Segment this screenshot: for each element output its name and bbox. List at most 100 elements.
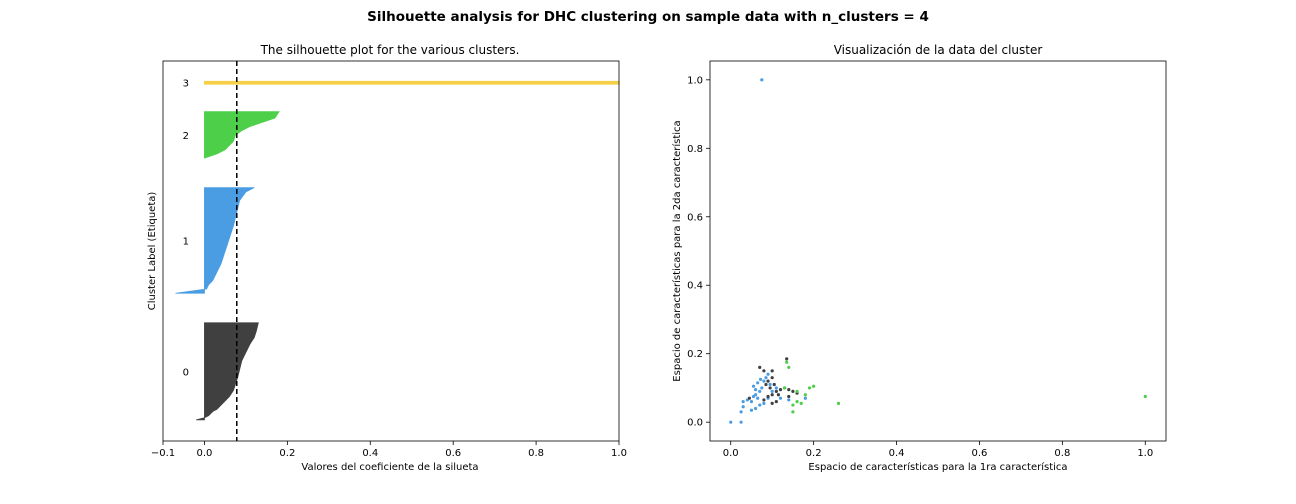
cluster-label-2: 2 — [183, 131, 189, 142]
scatter-point — [774, 389, 778, 393]
scatter-point — [783, 386, 787, 390]
scatter-point — [762, 369, 766, 373]
scatter-point — [785, 360, 789, 364]
silhouette-x-ticks: −0.1 0.0 0.2 0.4 0.6 0.8 1.0 — [151, 441, 627, 459]
scatter-point — [791, 403, 795, 407]
scatter-point — [760, 386, 764, 390]
scatter-title: Visualización de la data del cluster — [834, 43, 1043, 57]
scatter-point — [1143, 394, 1147, 399]
x-tick-label: 0.8 — [1054, 448, 1070, 459]
scatter-point — [770, 393, 774, 397]
y-tick-label: 0.2 — [687, 349, 703, 360]
scatter-point — [778, 396, 783, 400]
scatter-xlabel: Espacio de características para la 1ra c… — [808, 461, 1067, 473]
cluster-labels: 0 1 2 3 — [183, 79, 189, 379]
cluster-0-silhouette — [196, 322, 259, 421]
scatter-point — [795, 389, 799, 393]
x-tick-label: 0.0 — [197, 448, 213, 459]
scatter-point — [787, 394, 791, 399]
scatter-point — [770, 401, 774, 405]
cluster-3-silhouette — [204, 80, 620, 85]
y-tick-label: 1.0 — [687, 75, 703, 86]
scatter-point — [766, 379, 770, 383]
scatter-point — [778, 388, 783, 392]
scatter-point — [762, 379, 766, 383]
scatter-point — [754, 388, 758, 392]
y-tick-label: 0.0 — [687, 418, 703, 429]
x-tick-label: −0.1 — [151, 448, 175, 459]
scatter-point — [807, 386, 812, 390]
scatter-point — [739, 410, 743, 414]
scatter-point — [758, 389, 762, 393]
x-tick-label: 0.4 — [362, 448, 378, 459]
scatter-point — [762, 401, 766, 405]
scatter-point — [774, 386, 778, 390]
scatter-point — [768, 382, 772, 387]
scatter-point — [764, 376, 768, 380]
silhouette-clusters — [175, 80, 620, 421]
x-tick-label: 1.0 — [1137, 448, 1153, 459]
scatter-point — [787, 365, 791, 369]
scatter-point — [770, 369, 774, 373]
scatter-point — [751, 384, 756, 388]
scatter-point — [749, 400, 754, 404]
cluster-1-silhouette — [175, 187, 255, 294]
scatter-point — [772, 382, 776, 387]
scatter-point — [791, 410, 795, 414]
silhouette-ylabel: Cluster Label (Etiqueta) — [147, 192, 158, 311]
scatter-point — [747, 396, 751, 400]
cluster-2-silhouette — [204, 111, 280, 159]
scatter-point — [758, 365, 762, 369]
x-tick-label: 1.0 — [611, 448, 627, 459]
cluster-scatter-plot: Visualización de la data del cluster 0.0… — [671, 43, 1167, 473]
scatter-point — [791, 389, 795, 393]
scatter-point — [741, 405, 745, 409]
silhouette-title: The silhouette plot for the various clus… — [260, 43, 520, 57]
scatter-point — [795, 400, 799, 404]
x-tick-label: 0.2 — [279, 448, 295, 459]
scatter-point — [768, 386, 772, 390]
scatter-point — [760, 78, 764, 82]
scatter-point — [803, 393, 807, 397]
scatter-point — [756, 396, 760, 400]
scatter-point — [836, 401, 841, 405]
scatter-point — [766, 394, 770, 399]
scatter-point — [741, 400, 745, 404]
scatter-point — [787, 388, 791, 392]
cluster-label-0: 0 — [183, 367, 189, 378]
silhouette-axes-frame — [162, 60, 620, 442]
scatter-point — [803, 396, 807, 400]
scatter-point — [758, 377, 763, 381]
scatter-point — [762, 398, 766, 402]
figure-suptitle: Silhouette analysis for DHC clustering o… — [367, 9, 929, 25]
silhouette-plot: The silhouette plot for the various clus… — [147, 43, 627, 473]
scatter-axes-frame — [709, 60, 1167, 442]
cluster-label-3: 3 — [183, 79, 189, 90]
scatter-point — [787, 398, 791, 402]
x-tick-label: 0.6 — [972, 448, 988, 459]
scatter-point — [776, 393, 781, 397]
scatter-ylabel: Espacio de características para la 2da c… — [671, 120, 683, 381]
scatter-point — [770, 376, 774, 380]
y-tick-label: 0.8 — [687, 144, 703, 155]
scatter-point — [749, 408, 754, 412]
scatter-point — [770, 389, 774, 393]
scatter-point — [758, 403, 762, 407]
scatter-point — [754, 406, 758, 411]
scatter-point — [754, 393, 758, 397]
x-tick-label: 0.4 — [889, 448, 905, 459]
y-tick-label: 0.6 — [687, 212, 703, 223]
x-tick-label: 0.8 — [528, 448, 544, 459]
x-tick-label: 0.2 — [806, 448, 822, 459]
scatter-point — [785, 357, 789, 361]
scatter-point — [764, 382, 768, 387]
scatter-point — [729, 420, 733, 424]
scatter-x-ticks: 0.0 0.2 0.4 0.6 0.8 1.0 — [723, 441, 1153, 459]
cluster-label-1: 1 — [183, 236, 189, 247]
scatter-points — [729, 78, 1147, 424]
scatter-point — [812, 384, 816, 388]
scatter-point — [799, 401, 803, 405]
x-tick-label: 0.6 — [445, 448, 461, 459]
scatter-point — [766, 372, 770, 376]
